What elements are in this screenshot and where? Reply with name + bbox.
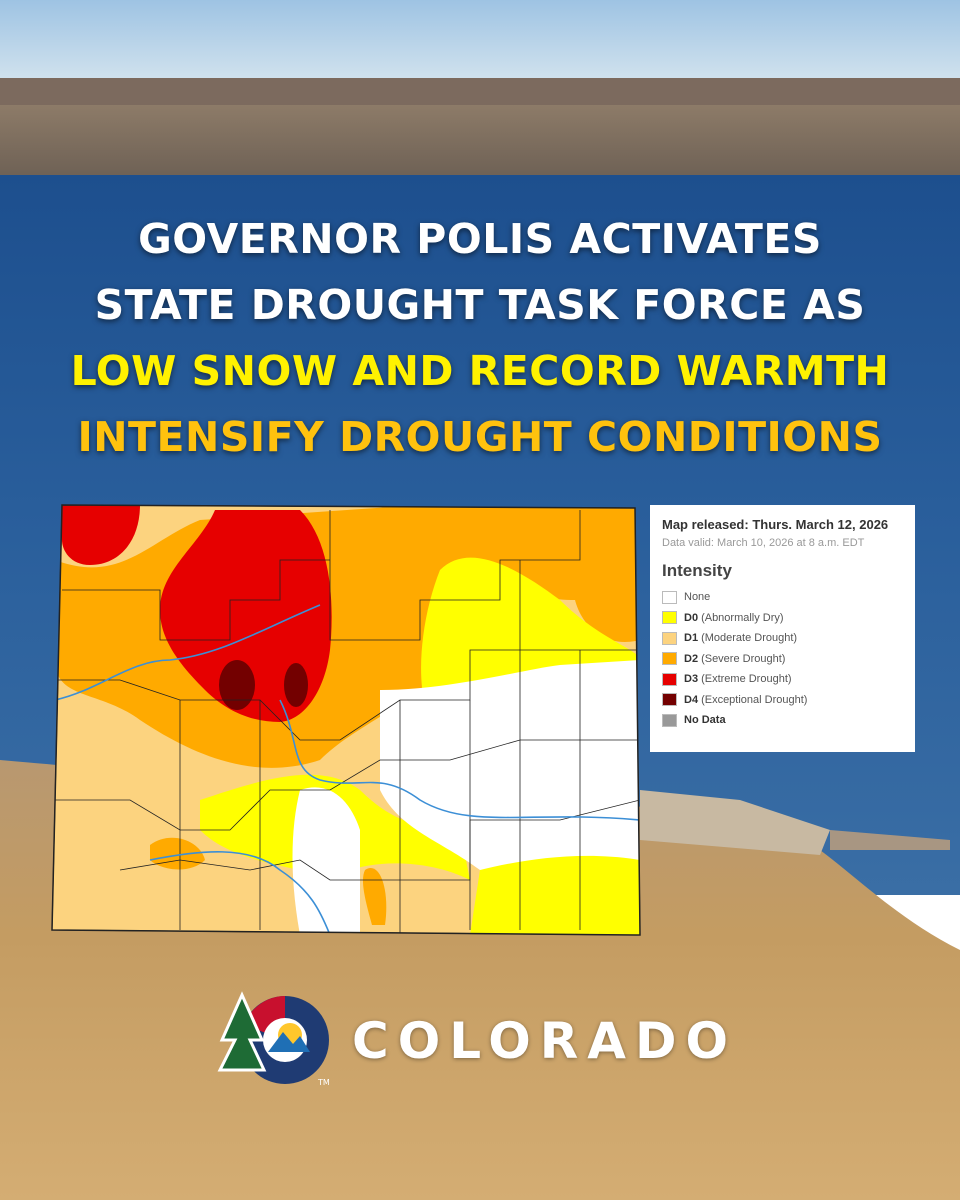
legend-item: D1 (Moderate Drought) (662, 628, 903, 649)
headline-line: INTENSIFY DROUGHT CONDITIONS (77, 413, 883, 461)
legend-item: D0 (Abnormally Dry) (662, 608, 903, 629)
release-date: Map released: Thurs. March 12, 2026 (662, 517, 889, 532)
legend-item: D2 (Severe Drought) (662, 649, 903, 670)
legend-code: D0 (684, 611, 699, 624)
logo-text: COLORADO (352, 1012, 737, 1070)
valid-date: Data valid: March 10, 2026 at 8 a.m. EDT (662, 537, 865, 549)
colorado-logo-mark (217, 991, 329, 1084)
legend-code: D2 (684, 652, 699, 665)
trademark: TM (318, 1078, 330, 1087)
legend-item: D4 (Exceptional Drought) (662, 690, 903, 711)
legend-item: None (662, 587, 903, 608)
headline-line: LOW SNOW AND RECORD WARMTH (70, 347, 890, 395)
legend-code: D4 (684, 693, 699, 706)
drought-map (51, 504, 641, 936)
headline-line: STATE DROUGHT TASK FORCE AS (94, 281, 866, 329)
legend-label: (Abnormally Dry) (701, 611, 784, 624)
legend-title: Intensity (662, 561, 732, 580)
legend-label: (Moderate Drought) (701, 632, 798, 645)
legend-label: (Severe Drought) (701, 652, 786, 665)
legend-label: (Extreme Drought) (701, 673, 792, 686)
legend-label: (Exceptional Drought) (701, 693, 808, 706)
headline-line: GOVERNOR POLIS ACTIVATES (138, 215, 822, 263)
legend-item: No Data (662, 710, 903, 731)
legend-item: D3 (Extreme Drought) (662, 669, 903, 690)
legend-label: None (684, 591, 711, 604)
legend-code: D1 (684, 632, 699, 645)
legend-label: No Data (684, 714, 726, 727)
legend-code: D3 (684, 673, 699, 686)
map-legend: Map released: Thurs. March 12, 2026 Data… (650, 505, 915, 752)
